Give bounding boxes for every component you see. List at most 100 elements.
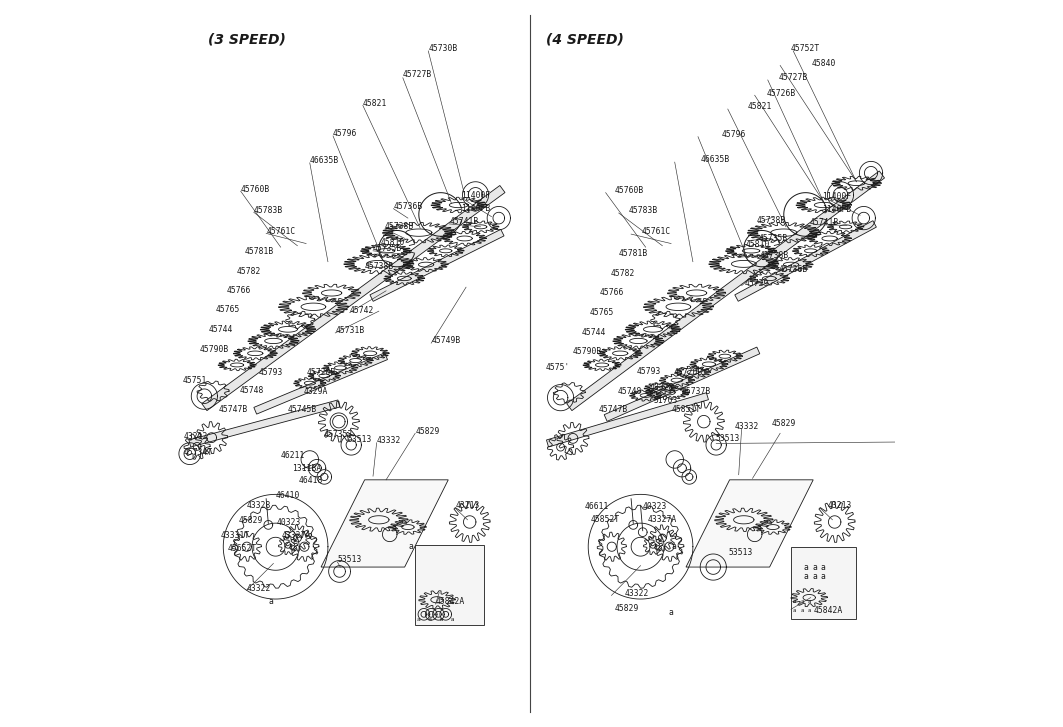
- Text: (4 SPEED): (4 SPEED): [546, 33, 624, 47]
- Text: 45793: 45793: [258, 368, 283, 377]
- Text: 45747B: 45747B: [219, 405, 248, 414]
- Text: 45727B: 45727B: [779, 73, 808, 82]
- Text: 45796: 45796: [722, 130, 746, 139]
- Text: 11400F: 11400F: [823, 192, 851, 201]
- Text: 45766: 45766: [226, 286, 251, 294]
- Text: 45736B: 45736B: [779, 265, 808, 274]
- Text: a: a: [821, 572, 826, 581]
- Text: 457353: 457353: [323, 430, 353, 438]
- Text: 45796: 45796: [333, 129, 357, 137]
- Text: 45790B: 45790B: [200, 345, 230, 354]
- Polygon shape: [321, 480, 449, 567]
- Text: 45761C: 45761C: [642, 228, 671, 236]
- Text: 51703: 51703: [654, 396, 678, 405]
- Text: (3 SPEED): (3 SPEED): [208, 33, 286, 47]
- Text: a  a  a  a: a a a a: [417, 617, 454, 622]
- Text: 45735B: 45735B: [759, 234, 789, 243]
- Text: 1140FB: 1140FB: [823, 205, 851, 214]
- Text: 45851T: 45851T: [672, 405, 702, 414]
- Text: 45734T: 45734T: [184, 448, 214, 457]
- Text: 45810: 45810: [381, 238, 405, 246]
- Bar: [791, 547, 857, 619]
- Text: 11400F: 11400F: [461, 191, 490, 200]
- Text: a: a: [800, 608, 804, 613]
- Text: 45738B: 45738B: [385, 222, 414, 231]
- Text: 45829: 45829: [614, 604, 639, 613]
- Text: 45783B: 45783B: [629, 206, 658, 215]
- Text: 45840: 45840: [812, 60, 837, 68]
- Polygon shape: [254, 353, 388, 414]
- Text: 45741B: 45741B: [450, 217, 478, 226]
- Text: a: a: [812, 563, 817, 571]
- Text: 43322: 43322: [625, 589, 648, 598]
- Text: a: a: [671, 542, 676, 551]
- Text: a: a: [793, 608, 796, 613]
- Text: 43212: 43212: [184, 432, 208, 441]
- Text: 45760B: 45760B: [615, 186, 644, 195]
- Text: 45821: 45821: [362, 99, 387, 108]
- Text: 40323: 40323: [643, 502, 668, 511]
- Text: a: a: [808, 600, 811, 604]
- Text: 46611: 46611: [585, 502, 609, 511]
- Text: 45821: 45821: [747, 103, 772, 111]
- Text: 45745B: 45745B: [288, 405, 317, 414]
- Text: a: a: [808, 608, 811, 613]
- Text: 45744: 45744: [208, 325, 233, 334]
- Text: 45737B: 45737B: [681, 387, 710, 396]
- Text: 45751: 45751: [183, 377, 207, 385]
- Text: 45765: 45765: [590, 308, 614, 317]
- Text: 45730B: 45730B: [428, 44, 457, 53]
- Text: 46418: 46418: [298, 476, 322, 485]
- Text: 45729: 45729: [744, 279, 769, 288]
- Text: 45829: 45829: [416, 427, 440, 435]
- Text: 43213: 43213: [827, 502, 851, 510]
- Text: 45793: 45793: [636, 367, 660, 376]
- Text: 43332: 43332: [735, 422, 759, 431]
- Text: 45747B: 45747B: [598, 405, 627, 414]
- Text: 53513: 53513: [337, 555, 361, 564]
- Text: 45842A: 45842A: [813, 606, 843, 615]
- Text: a: a: [804, 563, 808, 571]
- Text: 40323: 40323: [276, 518, 301, 527]
- Text: 43332: 43332: [376, 436, 401, 445]
- Text: 45652T: 45652T: [227, 545, 257, 553]
- Text: 45782: 45782: [611, 269, 635, 278]
- Polygon shape: [370, 230, 504, 301]
- Text: 53513: 53513: [348, 435, 372, 444]
- Text: 43213: 43213: [455, 502, 479, 510]
- Text: 45783B: 45783B: [254, 206, 283, 214]
- Text: 53513: 53513: [715, 434, 740, 443]
- Text: 43327A: 43327A: [282, 531, 310, 539]
- Text: 45738B: 45738B: [760, 251, 789, 260]
- Text: a: a: [804, 572, 808, 581]
- Text: a: a: [408, 542, 414, 551]
- Text: 45742: 45742: [350, 306, 374, 315]
- Text: 45748: 45748: [239, 386, 264, 395]
- Text: 43331T: 43331T: [220, 531, 250, 540]
- Text: 4329A: 4329A: [303, 387, 327, 396]
- Text: a: a: [821, 563, 826, 571]
- Text: 4575': 4575': [545, 364, 570, 372]
- Text: 45744: 45744: [581, 328, 606, 337]
- Polygon shape: [546, 393, 708, 447]
- Text: 46635B: 46635B: [701, 156, 730, 164]
- Text: a: a: [800, 600, 804, 604]
- Text: 45752T: 45752T: [791, 44, 821, 53]
- Text: 45829: 45829: [238, 516, 263, 525]
- Polygon shape: [604, 347, 760, 422]
- Text: 45749B: 45749B: [432, 337, 460, 345]
- Text: 53513: 53513: [728, 548, 753, 557]
- Text: 1140FB: 1140FB: [461, 204, 490, 213]
- Text: 45781B: 45781B: [619, 249, 648, 258]
- Text: 45852T: 45852T: [591, 515, 621, 523]
- Polygon shape: [202, 185, 505, 411]
- Text: 1311BA: 1311BA: [291, 464, 321, 473]
- Text: a: a: [793, 600, 796, 604]
- Text: 45720B: 45720B: [306, 369, 336, 377]
- Text: 45760B: 45760B: [240, 185, 270, 193]
- Text: 45810: 45810: [746, 241, 771, 249]
- Text: a: a: [812, 572, 817, 581]
- Text: 43328: 43328: [649, 383, 674, 392]
- Text: 45790B: 45790B: [572, 347, 602, 356]
- Text: 43327A: 43327A: [647, 515, 677, 524]
